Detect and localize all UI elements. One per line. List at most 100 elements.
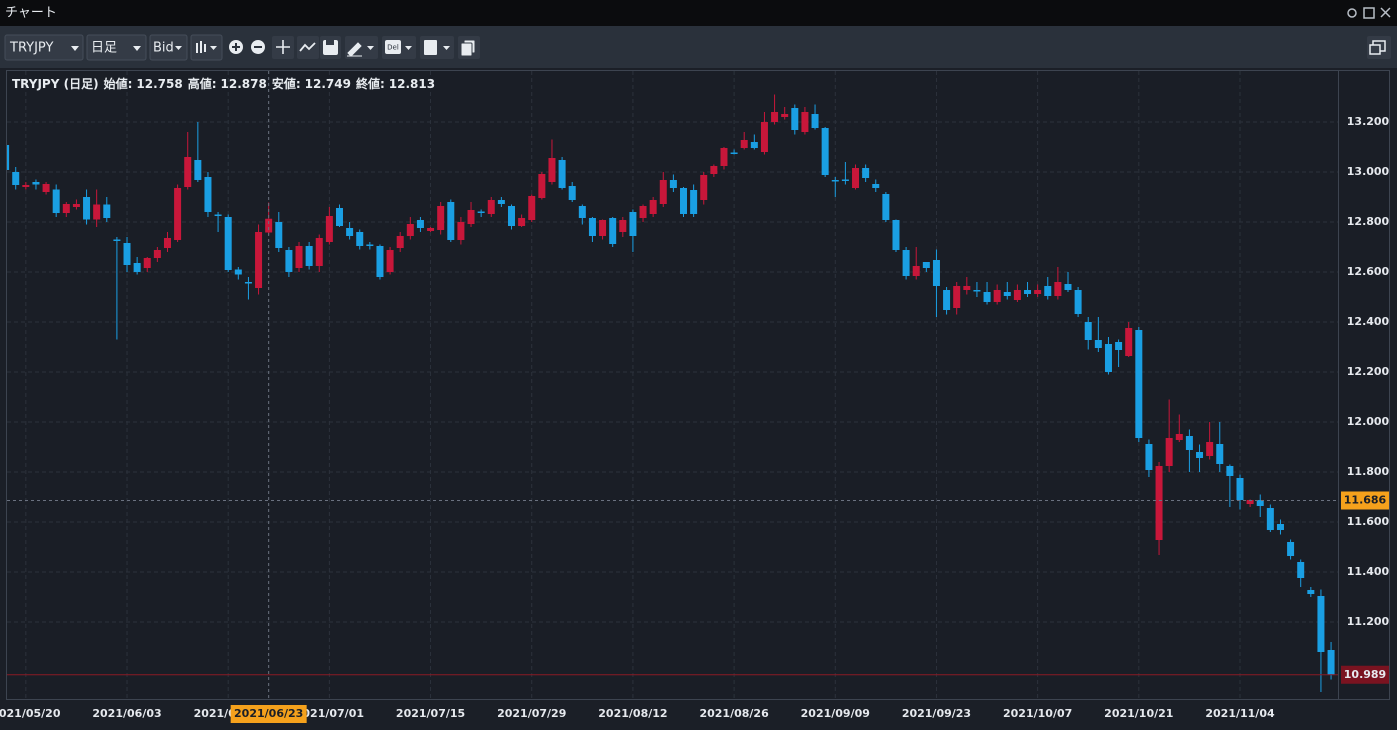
candle-body [1125, 328, 1133, 356]
x-tick-label: 2021/10/07 [1003, 707, 1072, 720]
candle-body [174, 188, 182, 240]
candle-body [1074, 290, 1082, 314]
ohlc-value: 12.749 [305, 77, 351, 91]
candle-body [588, 218, 596, 236]
candles [7, 94, 1335, 692]
candle-body [416, 220, 424, 228]
price-type-select[interactable] [149, 34, 188, 61]
candle-body [629, 212, 637, 236]
candle-body [83, 197, 91, 220]
candle-body [750, 142, 758, 148]
dropdown-arrow [175, 46, 182, 50]
dropdown-arrow [133, 46, 141, 51]
timeframe-select[interactable] [86, 34, 147, 61]
save-icon-part [326, 40, 334, 45]
candle-body [1104, 344, 1112, 372]
candle-body [1175, 434, 1183, 440]
last-price-box [1341, 665, 1389, 684]
crosshair-price-box [1341, 491, 1389, 510]
candle-body [932, 260, 940, 286]
candle-body [538, 174, 546, 198]
ohlc-value: 12.758 [136, 77, 182, 91]
candle-body [1044, 286, 1052, 296]
candle-body [1236, 478, 1244, 500]
candle-body [356, 232, 364, 246]
x-tick-label: 2021/08/26 [699, 707, 769, 720]
candle-body [872, 184, 880, 188]
ohlc-label: 終値: [356, 76, 385, 91]
candle-body [447, 202, 455, 240]
candle-body [1003, 292, 1011, 296]
settings-icon[interactable] [1347, 8, 1357, 18]
x-tick-label: 2021/07/15 [396, 707, 465, 720]
candle-body [386, 250, 394, 272]
y-tick-label: 13.200 [1347, 115, 1390, 128]
candle-body [578, 206, 586, 218]
grid: 11.200 11.400 11.600 11.800 12.000 12.200 12.4… [0, 71, 1390, 720]
candle-body [72, 204, 80, 207]
candle-body [163, 238, 171, 248]
title-bar [0, 0, 1397, 26]
candle-body [214, 214, 222, 216]
x-tick-label: 2021/10/21 [1104, 707, 1173, 720]
x-tick-label: 2021/09/23 [902, 707, 971, 720]
candle-body [376, 246, 384, 277]
candle-body [811, 114, 819, 128]
candle-body [275, 222, 283, 248]
maximize-icon[interactable] [1363, 7, 1375, 19]
dropdown-arrow [443, 46, 450, 50]
candle-body [1013, 290, 1021, 300]
candle-body [133, 263, 141, 272]
ohlc-value: 12.813 [389, 77, 435, 91]
candle-icon [196, 41, 206, 53]
candle-body [599, 220, 607, 236]
candle-body [841, 179, 849, 181]
candle-body [295, 246, 303, 268]
candle-body [508, 206, 515, 226]
delete-icon [385, 40, 401, 54]
candle-body [821, 128, 829, 175]
crosshair-date-label: 2021/06/23 [234, 707, 303, 720]
close-icon[interactable] [1380, 7, 1391, 18]
candle-body [1034, 290, 1042, 294]
candle-body [93, 204, 101, 220]
candle-body [669, 180, 677, 188]
dropdown-arrow [210, 46, 217, 50]
candle-body [710, 166, 718, 174]
candle-body [973, 290, 981, 292]
ohlc-label: 安値: [272, 76, 301, 91]
clipboard-icon [424, 40, 437, 55]
candle-body [912, 266, 920, 276]
candle-body [1216, 444, 1224, 464]
candle-body [801, 112, 809, 132]
candle-body [497, 200, 505, 204]
candle-body [983, 292, 991, 302]
candle-body [1054, 282, 1062, 296]
y-tick-label: 11.400 [1347, 565, 1390, 578]
candle-body [1196, 452, 1204, 458]
y-tick-label: 11.800 [1347, 465, 1390, 478]
ohlc-label: 高値: [188, 76, 217, 91]
candle-body [194, 160, 202, 180]
candle-body [437, 206, 445, 230]
window-icon [460, 42, 473, 57]
x-tick-label: 2021/08/12 [598, 707, 667, 720]
crosshair-date-box [230, 705, 307, 723]
candle-body [103, 204, 111, 218]
candle-body [781, 114, 789, 117]
chart-type-button[interactable] [190, 34, 223, 61]
x-tick-label: 2021/09/09 [801, 707, 870, 720]
ohlc-label: 始値: [104, 76, 133, 91]
candle-body [22, 185, 30, 187]
trend-icon [299, 42, 316, 52]
candle-body [548, 158, 556, 182]
symbol-select[interactable] [4, 34, 84, 61]
candle-body [1266, 508, 1274, 530]
candle-body [255, 232, 263, 288]
candle-body [740, 140, 748, 148]
candle-body [153, 250, 161, 258]
window-controls[interactable] [1347, 7, 1391, 19]
candle-body [760, 122, 768, 152]
dropdown-arrow [405, 46, 412, 50]
